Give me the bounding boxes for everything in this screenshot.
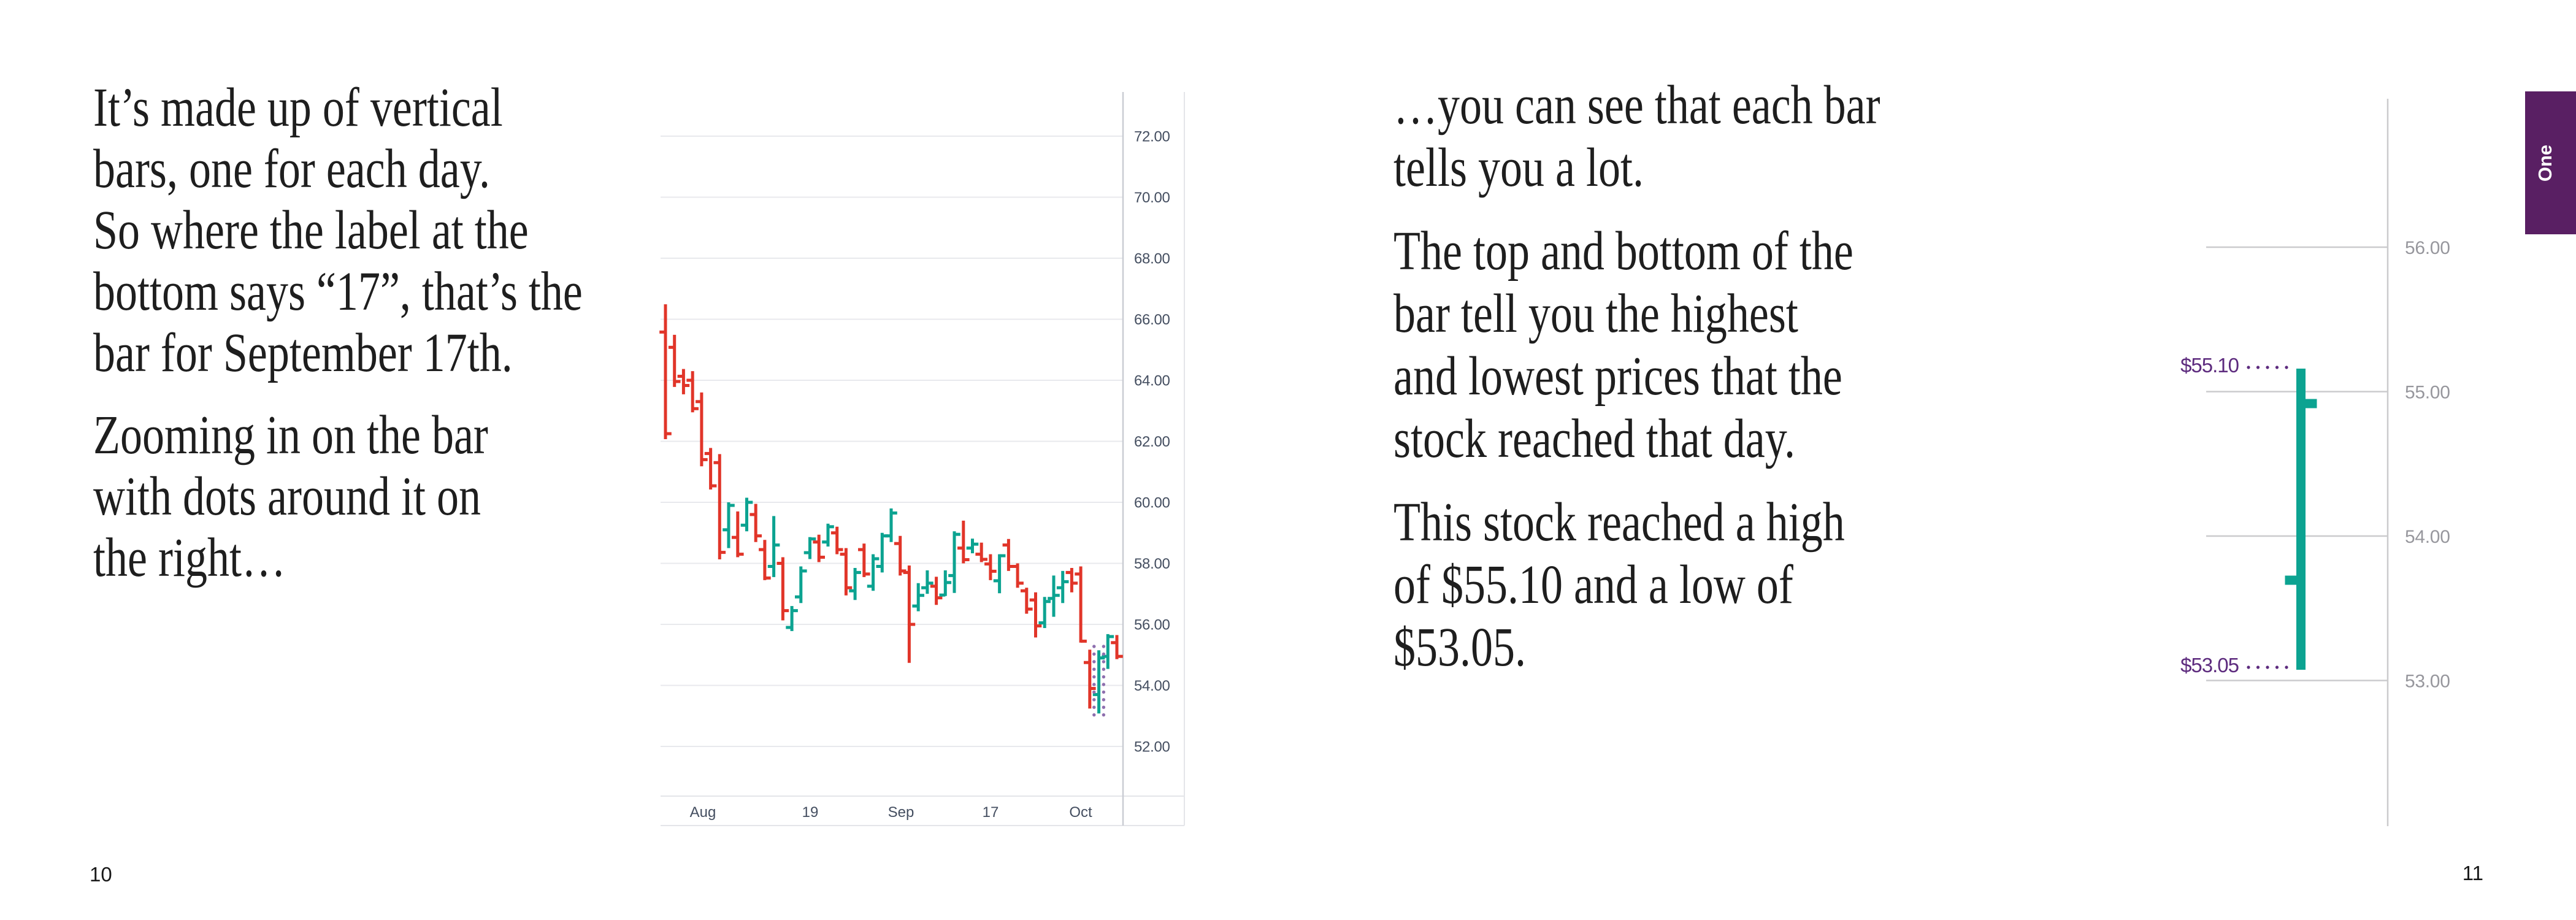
svg-text:56.00: 56.00 xyxy=(2405,238,2450,258)
svg-text:Aug: Aug xyxy=(690,804,716,821)
svg-text:One: One xyxy=(2534,145,2556,182)
svg-text:$53.05: $53.05 xyxy=(2180,654,2239,677)
svg-text:58.00: 58.00 xyxy=(1134,556,1170,572)
svg-text:54.00: 54.00 xyxy=(2405,527,2450,547)
svg-text:$55.10: $55.10 xyxy=(2180,354,2239,377)
svg-text:72.00: 72.00 xyxy=(1134,129,1170,145)
svg-text:62.00: 62.00 xyxy=(1134,434,1170,450)
svg-text:66.00: 66.00 xyxy=(1134,312,1170,328)
svg-text:53.00: 53.00 xyxy=(2405,672,2450,692)
svg-text:Sep: Sep xyxy=(888,804,914,821)
svg-text:68.00: 68.00 xyxy=(1134,251,1170,267)
svg-text:19: 19 xyxy=(802,804,819,821)
svg-text:Oct: Oct xyxy=(1069,804,1092,821)
svg-text:70.00: 70.00 xyxy=(1134,190,1170,206)
svg-text:56.00: 56.00 xyxy=(1134,617,1170,634)
svg-text:64.00: 64.00 xyxy=(1134,373,1170,389)
svg-text:54.00: 54.00 xyxy=(1134,678,1170,694)
svg-text:52.00: 52.00 xyxy=(1134,739,1170,756)
svg-text:17: 17 xyxy=(983,804,999,821)
svg-text:55.00: 55.00 xyxy=(2405,383,2450,403)
svg-text:60.00: 60.00 xyxy=(1134,495,1170,512)
